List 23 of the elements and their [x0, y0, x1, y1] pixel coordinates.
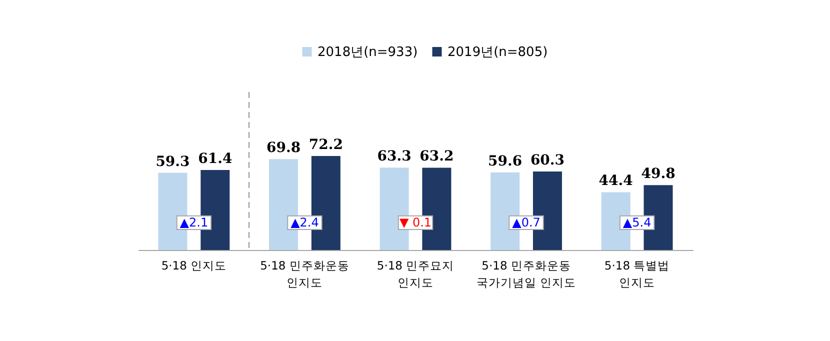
- annotation: ▲2.1: [180, 216, 208, 230]
- annotation: ▲2.4: [290, 216, 319, 230]
- x-tick-label: 5·18 민주화운동 국가기념일 인지도: [476, 258, 576, 290]
- x-tick-label: 5·18 민주화운동 인지도: [260, 258, 350, 290]
- annotation: ▲5.4: [622, 216, 652, 230]
- data-label: 63.3: [377, 148, 412, 165]
- data-label: 59.3: [156, 154, 190, 170]
- data-label: 63.2: [420, 148, 454, 165]
- data-label: 72.2: [308, 137, 343, 153]
- data-label: 61.4: [198, 151, 232, 168]
- bar: [380, 168, 409, 250]
- data-label: 44.4: [598, 173, 634, 190]
- annotation: ▼ 0.1: [399, 216, 432, 230]
- x-tick-label: 5·18 특별법 인지도: [604, 258, 670, 290]
- data-label: 69.8: [266, 140, 301, 156]
- legend-label: 2019년(n=805): [448, 44, 548, 60]
- annotation: ▲0.7: [512, 216, 540, 230]
- x-tick-label: 5·18 인지도: [161, 258, 227, 272]
- x-tick-label: 5·18 민주묘지 인지도: [376, 258, 454, 290]
- data-label: 60.3: [530, 152, 565, 168]
- data-label: 49.8: [641, 166, 676, 182]
- legend-label: 2018년(n=933): [318, 44, 418, 60]
- data-label: 59.6: [488, 153, 522, 170]
